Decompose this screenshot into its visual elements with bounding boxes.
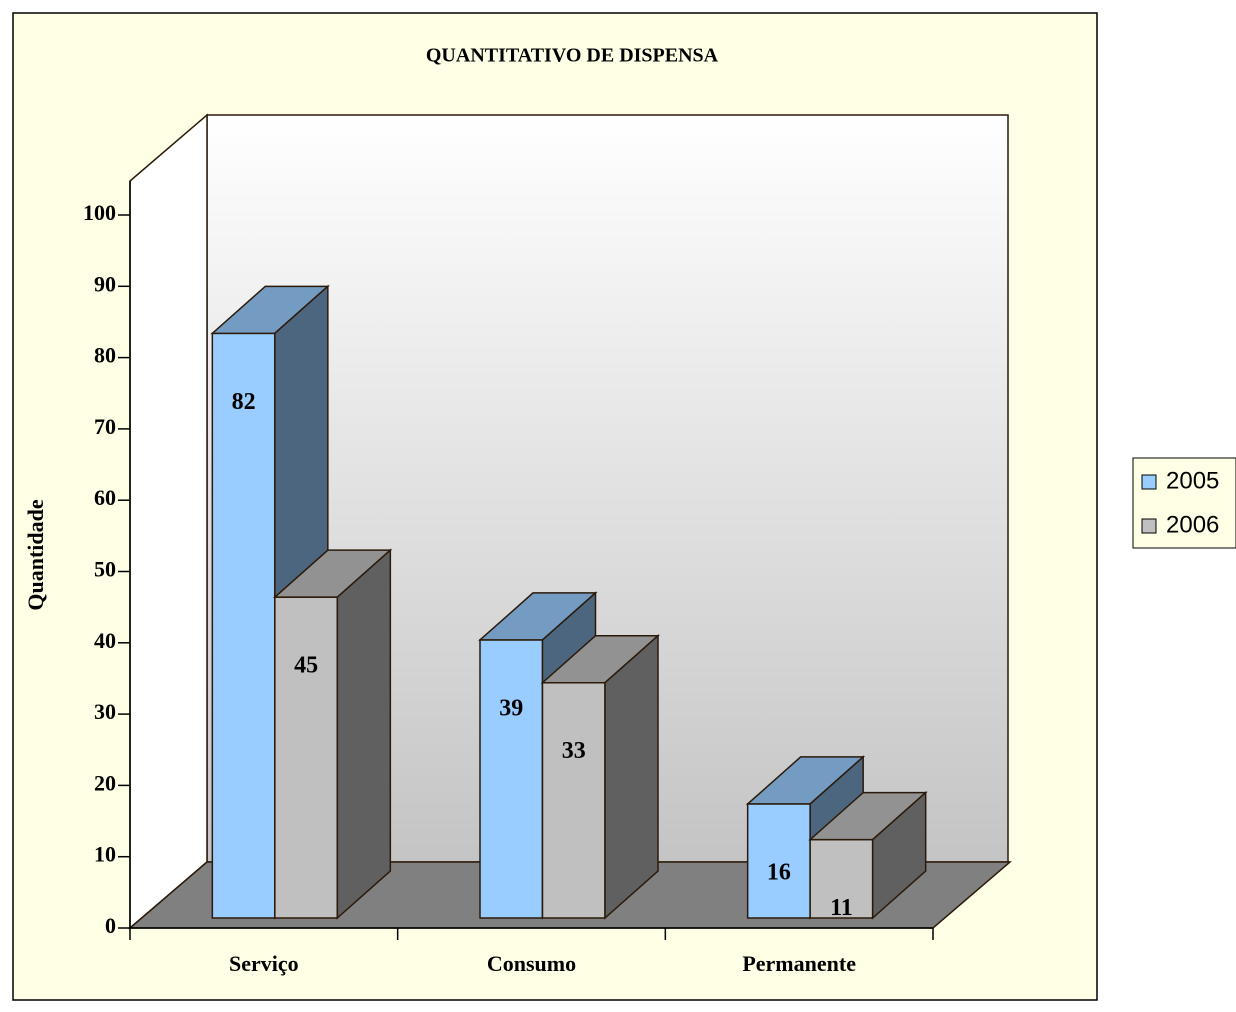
y-axis-label: Quantidade [23,499,48,610]
y-tick-label: 80 [94,343,116,368]
data-label: 45 [294,653,318,679]
y-tick-label: 30 [94,699,116,724]
y-tick-label: 70 [94,414,116,439]
data-label: 33 [562,738,586,764]
x-tick-label: Consumo [487,951,576,976]
data-label: 16 [767,859,791,885]
x-tick-label: Serviço [229,951,299,976]
y-tick-label: 100 [83,200,116,225]
bar [541,681,606,919]
legend-swatch [1141,474,1157,490]
bar-side [604,634,659,920]
bar-side [871,790,927,920]
bar [211,332,276,919]
bar [479,639,544,919]
bar [274,596,339,919]
legend-label: 2005 [1166,467,1219,494]
chart-title: QUANTITATIVO DE DISPENSA [426,45,719,67]
y-tick-label: 50 [94,557,116,582]
data-label: 11 [830,895,853,921]
legend-swatch [1141,518,1157,534]
bar [809,838,874,919]
legend-label: 2006 [1166,511,1219,538]
y-tick-label: 10 [94,842,116,867]
side-wall [129,113,208,930]
data-label: 39 [499,695,523,721]
y-tick-label: 60 [94,485,116,510]
y-tick-label: 90 [94,271,116,296]
data-label: 82 [232,389,256,415]
y-tick-label: 20 [94,770,116,795]
bar-side [336,548,392,920]
y-tick-label: 0 [105,913,116,938]
x-tick-label: Permanente [742,951,856,976]
y-tick-label: 40 [94,628,116,653]
